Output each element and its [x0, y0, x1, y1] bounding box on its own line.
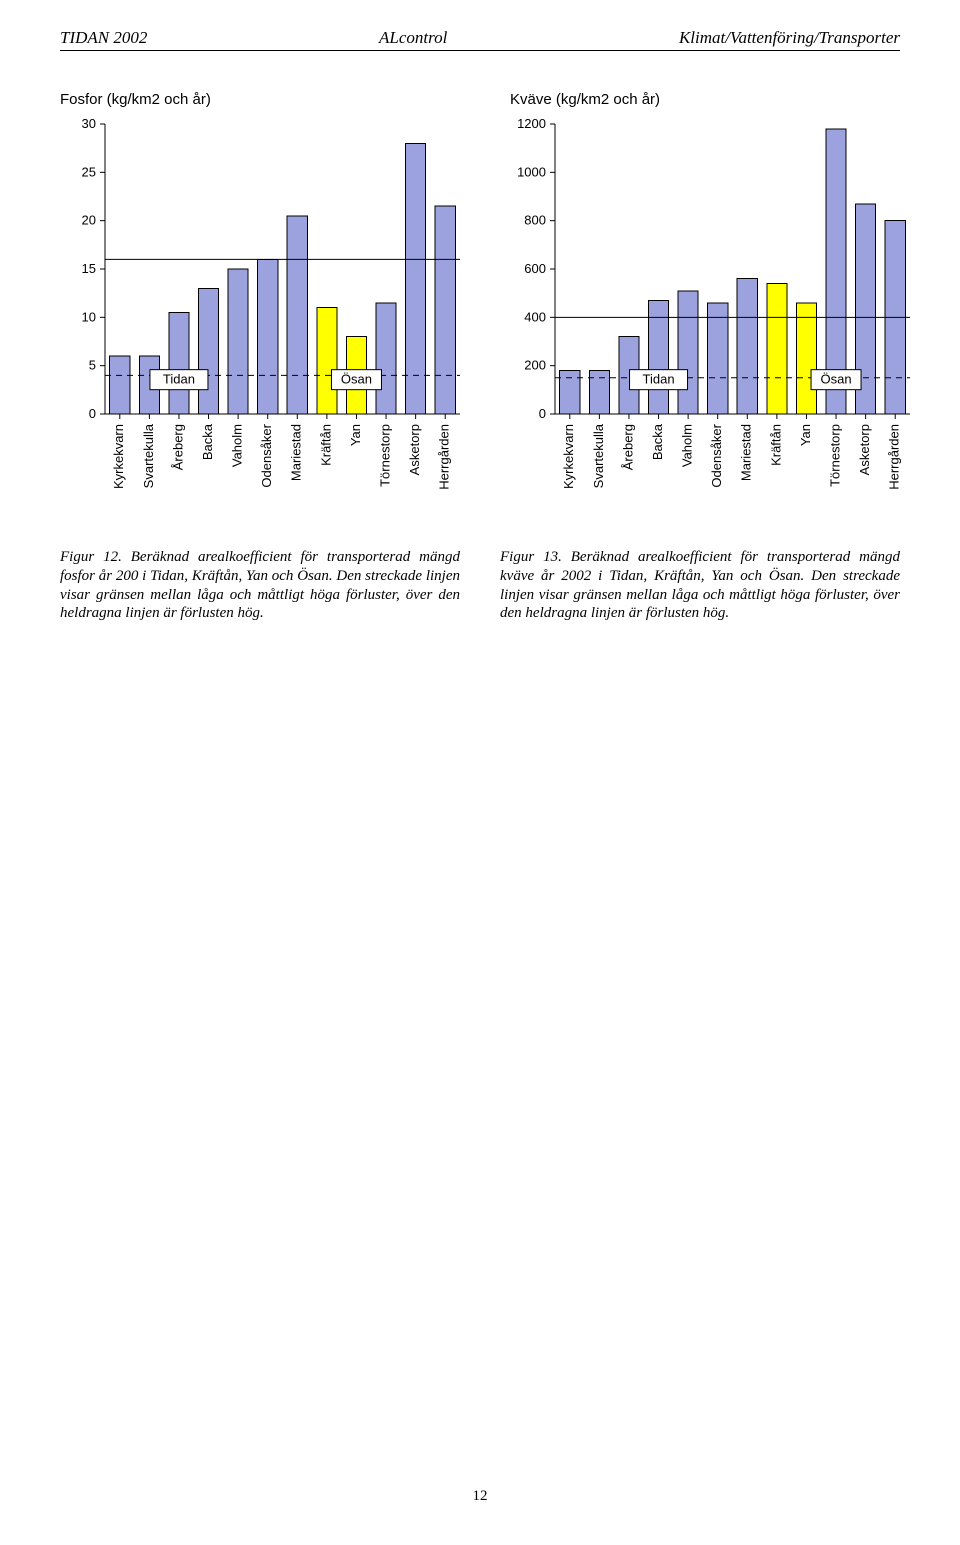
svg-text:400: 400 — [524, 309, 546, 324]
svg-text:Yan: Yan — [798, 424, 813, 446]
svg-text:Kyrkekvarn: Kyrkekvarn — [111, 424, 126, 489]
kvave-chart: 0 200 400 600 800 1000 1200 Kyrkekvarn Svartekul… — [510, 114, 920, 524]
header-center: ALcontrol — [379, 28, 447, 48]
fosfor-chart-title: Fosfor (kg/km2 och år) — [60, 91, 470, 108]
page-number: 12 — [0, 1488, 960, 1505]
svg-text:Backa: Backa — [200, 423, 215, 460]
svg-text:Törnestorp: Törnestorp — [377, 424, 392, 487]
svg-text:1200: 1200 — [517, 116, 546, 131]
svg-text:800: 800 — [524, 213, 546, 228]
page-header: TIDAN 2002 ALcontrol Klimat/Vattenföring… — [60, 28, 900, 51]
svg-text:Åreberg: Åreberg — [170, 424, 185, 470]
svg-text:Odensåker: Odensåker — [709, 423, 724, 487]
svg-text:Åreberg: Åreberg — [620, 424, 635, 470]
svg-text:Vaholm: Vaholm — [680, 424, 695, 467]
svg-text:10: 10 — [82, 309, 96, 324]
svg-text:600: 600 — [524, 261, 546, 276]
svg-text:1000: 1000 — [517, 164, 546, 179]
svg-text:Ösan: Ösan — [341, 372, 372, 387]
fosfor-chart: 0 5 10 15 20 25 30 Kyrkekvarn Svartekulla Åreberg… — [60, 114, 470, 524]
svg-text:Asketorp: Asketorp — [857, 424, 872, 475]
svg-text:Herrgården: Herrgården — [437, 424, 452, 490]
kvave-chart-title: Kväve (kg/km2 och år) — [510, 91, 920, 108]
svg-text:Asketorp: Asketorp — [407, 424, 422, 475]
svg-text:20: 20 — [82, 213, 96, 228]
svg-text:0: 0 — [539, 406, 546, 421]
svg-text:Mariestad: Mariestad — [289, 424, 304, 481]
svg-text:Törnestorp: Törnestorp — [827, 424, 842, 487]
svg-text:Backa: Backa — [650, 423, 665, 460]
svg-text:Tidan: Tidan — [643, 372, 675, 387]
svg-text:Yan: Yan — [348, 424, 363, 446]
svg-text:Kräftån: Kräftån — [768, 424, 783, 466]
svg-text:15: 15 — [82, 261, 96, 276]
svg-text:Mariestad: Mariestad — [739, 424, 754, 481]
svg-text:Odensåker: Odensåker — [259, 423, 274, 487]
svg-text:Vaholm: Vaholm — [230, 424, 245, 467]
svg-text:Svartekulla: Svartekulla — [141, 423, 156, 488]
svg-text:Herrgården: Herrgården — [887, 424, 902, 490]
svg-text:Svartekulla: Svartekulla — [591, 423, 606, 488]
svg-text:Tidan: Tidan — [163, 372, 195, 387]
svg-text:Kräftån: Kräftån — [318, 424, 333, 466]
svg-text:0: 0 — [89, 406, 96, 421]
header-right: Klimat/Vattenföring/Transporter — [679, 28, 900, 48]
svg-text:Ösan: Ösan — [821, 372, 852, 387]
kvave-chart-svg: 0 200 400 600 800 1000 1200 Kyrkekvarn Svartekul… — [510, 114, 920, 524]
header-left: TIDAN 2002 — [60, 28, 147, 48]
caption-right: Figur 13. Beräknad arealkoefficient för … — [500, 548, 900, 623]
svg-text:30: 30 — [82, 116, 96, 131]
svg-text:Kyrkekvarn: Kyrkekvarn — [561, 424, 576, 489]
caption-left: Figur 12. Beräknad arealkoefficient för … — [60, 548, 460, 623]
fosfor-chart-svg: 0 5 10 15 20 25 30 Kyrkekvarn Svartekulla Åreberg… — [60, 114, 470, 524]
svg-text:5: 5 — [89, 358, 96, 373]
svg-text:25: 25 — [82, 164, 96, 179]
svg-text:200: 200 — [524, 358, 546, 373]
